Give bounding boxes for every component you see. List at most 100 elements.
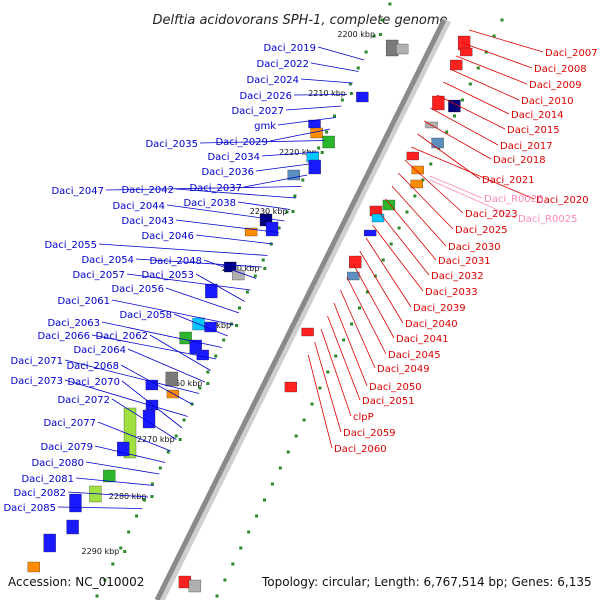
leader-line: [94, 445, 166, 463]
kbp-label: 2240 kbp: [222, 264, 260, 273]
gene-label-forward: Daci_2054: [81, 255, 134, 266]
gene-label-forward: Daci_2048: [149, 256, 202, 267]
leader-line: [346, 276, 387, 355]
kbp-tick: [235, 324, 239, 327]
tick-mark: [332, 114, 336, 118]
leader-line: [359, 250, 404, 324]
gene-feature: [322, 135, 335, 149]
feature-track: [27, 35, 473, 593]
tick-mark: [215, 594, 219, 598]
tick-mark: [294, 434, 298, 438]
leader-line: [320, 328, 352, 417]
gene-feature: [284, 381, 298, 393]
leader-line: [75, 477, 154, 486]
gene-feature: [395, 43, 409, 55]
backbone-shadow: [155, 18, 452, 600]
gene-feature: [165, 371, 178, 387]
gene-label-forward: Daci_2071: [10, 356, 63, 367]
gene-feature: [117, 441, 130, 457]
gene-feature: [410, 179, 423, 189]
leader-line: [97, 421, 171, 452]
leader-line: [269, 128, 331, 142]
gene-label-reverse: Daci_2008: [534, 64, 587, 75]
gene-feature: [142, 409, 156, 429]
map-title: Delftia acidovorans SPH-1, complete geno…: [152, 13, 447, 28]
kbp-tick: [379, 33, 383, 36]
gene-label-forward: Daci_2070: [67, 377, 120, 388]
gene-label-forward: Daci_2038: [183, 198, 236, 209]
tick-mark: [239, 546, 243, 550]
tick-mark: [445, 130, 449, 134]
tick-mark: [206, 370, 210, 374]
gene-feature: [308, 159, 321, 175]
gene-label-reverse: Daci_2039: [413, 303, 466, 314]
tick-mark: [389, 242, 393, 246]
topology-text: Topology: circular; Length: 6,767,514 bp…: [261, 575, 592, 589]
gene-feature: [43, 533, 56, 553]
kbp-tick: [320, 151, 324, 154]
gene-label-forward: Daci_2082: [13, 488, 66, 499]
gene-label-reverse: Daci_2009: [529, 80, 582, 91]
gene-label-forward: Daci_2022: [256, 59, 309, 70]
gene-feature: [179, 331, 192, 345]
gene-feature: [66, 519, 79, 535]
leader-line: [300, 78, 353, 84]
gene-label-reverse: Daci_2040: [405, 319, 458, 330]
tick-mark: [198, 386, 202, 390]
gene-label-forward: Daci_2057: [72, 270, 125, 281]
gene-feature: [356, 91, 369, 103]
leader-line: [199, 140, 325, 144]
tick-track: [95, 2, 504, 598]
gene-feature: [188, 579, 202, 593]
tick-mark: [127, 530, 131, 534]
leader-line: [456, 55, 528, 85]
gene-label-reverse: Daci_2033: [425, 287, 478, 298]
gene-label-reverse: Daci_2049: [377, 364, 430, 375]
tick-mark: [301, 178, 305, 182]
leader-line: [165, 287, 240, 314]
gene-label-forward: Daci_2068: [66, 361, 119, 372]
gene-feature: [363, 229, 377, 237]
leader-line: [166, 204, 285, 222]
tick-mark: [325, 130, 329, 134]
tick-mark: [468, 82, 472, 86]
gene-labels: Daci_2019 Daci_2022 Daci_2024 Daci_2026 Daci…: [3, 43, 597, 514]
gene-label-rna: Daci_R0025: [518, 214, 578, 225]
gene-label-forward: Daci_2079: [40, 442, 93, 453]
tick-mark: [285, 210, 289, 214]
tick-mark: [231, 562, 235, 566]
tick-mark: [135, 514, 139, 518]
kbp-tick: [123, 550, 127, 553]
leader-line: [57, 506, 143, 509]
gene-feature: [232, 269, 245, 281]
tick-mark: [278, 466, 282, 470]
gene-label-forward: Daci_2066: [37, 331, 90, 342]
tick-mark: [214, 354, 218, 358]
leader-line: [462, 42, 533, 69]
gene-label-reverse: Daci_2021: [482, 175, 535, 186]
tick-mark: [452, 114, 456, 118]
gene-label-forward: Daci_2037: [189, 183, 242, 194]
gene-label-forward: Daci_2046: [141, 231, 194, 242]
gene-feature: [301, 327, 314, 337]
gene-label-forward: gmk: [254, 121, 276, 132]
gene-label-forward: Daci_2024: [246, 75, 299, 86]
kbp-tick: [349, 92, 353, 95]
tick-mark: [253, 274, 257, 278]
tick-mark: [310, 402, 314, 406]
kbp-label: 2270 kbp: [137, 435, 175, 444]
tick-mark: [342, 338, 346, 342]
gene-label-reverse: Daci_2030: [448, 242, 501, 253]
gene-label-forward: Daci_2053: [141, 270, 194, 281]
gene-label-reverse: Daci_2017: [500, 141, 553, 152]
gene-label-forward: Daci_2036: [201, 167, 254, 178]
gene-label-forward: Daci_2072: [57, 395, 110, 406]
gene-label-reverse: Daci_2015: [507, 125, 560, 136]
gene-label-forward: Daci_2043: [121, 216, 174, 227]
gene-label-forward: Daci_2044: [112, 201, 165, 212]
leader-line: [85, 461, 160, 475]
gene-label-forward: Daci_2058: [119, 310, 172, 321]
kbp-label: 2200 kbp: [337, 30, 375, 39]
gene-label-forward: Daci_2047: [51, 186, 104, 197]
